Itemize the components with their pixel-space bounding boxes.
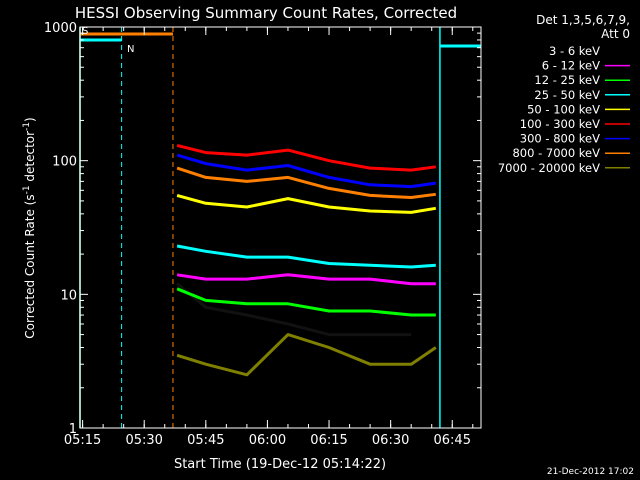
x-tick-label: 05:30 bbox=[125, 433, 162, 448]
legend-label: 300 - 800 keV bbox=[520, 132, 600, 146]
x-axis-label: Start Time (19-Dec-12 05:14:22) bbox=[174, 457, 386, 472]
y-axis-label-sup1: -1 bbox=[22, 185, 32, 194]
x-tick-label: 05:45 bbox=[187, 433, 224, 448]
legend-header-line1: Det 1,3,5,6,7,9, bbox=[536, 13, 630, 27]
legend-label: 50 - 100 keV bbox=[527, 102, 600, 116]
y-tick-label: 1 bbox=[69, 422, 77, 437]
x-tick-label: 06:45 bbox=[434, 433, 471, 448]
series-line bbox=[176, 166, 436, 199]
y-tick-label: 10 bbox=[60, 288, 77, 303]
series-line bbox=[176, 273, 436, 286]
legend-label: 25 - 50 keV bbox=[534, 88, 600, 102]
chart-title: HESSI Observing Summary Count Rates, Cor… bbox=[75, 4, 457, 22]
y-axis-label-mid: detector bbox=[23, 131, 37, 186]
y-tick-label: 100 bbox=[52, 155, 77, 170]
x-tick-label: 06:30 bbox=[372, 433, 409, 448]
series-line bbox=[176, 193, 437, 214]
series-line bbox=[176, 143, 436, 172]
series-line bbox=[176, 153, 437, 189]
y-axis-label-end: ) bbox=[23, 117, 37, 122]
series-layer bbox=[176, 143, 437, 377]
plot-frame bbox=[79, 26, 482, 429]
x-tick-label: 06:15 bbox=[310, 433, 347, 448]
y-axis-label: Corrected Count Rate (s-1 detector-1) bbox=[22, 117, 37, 338]
legend-label: 12 - 25 keV bbox=[534, 73, 600, 87]
legend-header-line2: Att 0 bbox=[601, 27, 630, 41]
flag-label: N bbox=[127, 44, 134, 55]
legend-label: 7000 - 20000 keV bbox=[498, 161, 600, 175]
series-line bbox=[176, 333, 437, 377]
series-line bbox=[176, 282, 412, 337]
legend-label: 3 - 6 keV bbox=[549, 44, 600, 58]
x-tick-label: 06:00 bbox=[249, 433, 286, 448]
y-axis: 1 10 100 1000 bbox=[44, 21, 481, 437]
x-tick-label: 05:15 bbox=[64, 433, 101, 448]
y-axis-label-main: Corrected Count Rate (s bbox=[23, 194, 37, 338]
flag-label: S bbox=[82, 26, 88, 37]
x-axis: 05:15 05:30 05:45 06:00 06:15 06:30 06:45 bbox=[64, 27, 474, 448]
series-line bbox=[176, 244, 436, 269]
y-axis-label-sup2: -1 bbox=[22, 122, 32, 131]
legend-label: 6 - 12 keV bbox=[542, 59, 600, 73]
legend-label: 800 - 7000 keV bbox=[512, 146, 600, 160]
y-tick-label: 1000 bbox=[44, 21, 77, 36]
timestamp: 21-Dec-2012 17:02 bbox=[547, 467, 634, 477]
series-line bbox=[176, 287, 436, 317]
legend-label: 100 - 300 keV bbox=[520, 117, 600, 131]
